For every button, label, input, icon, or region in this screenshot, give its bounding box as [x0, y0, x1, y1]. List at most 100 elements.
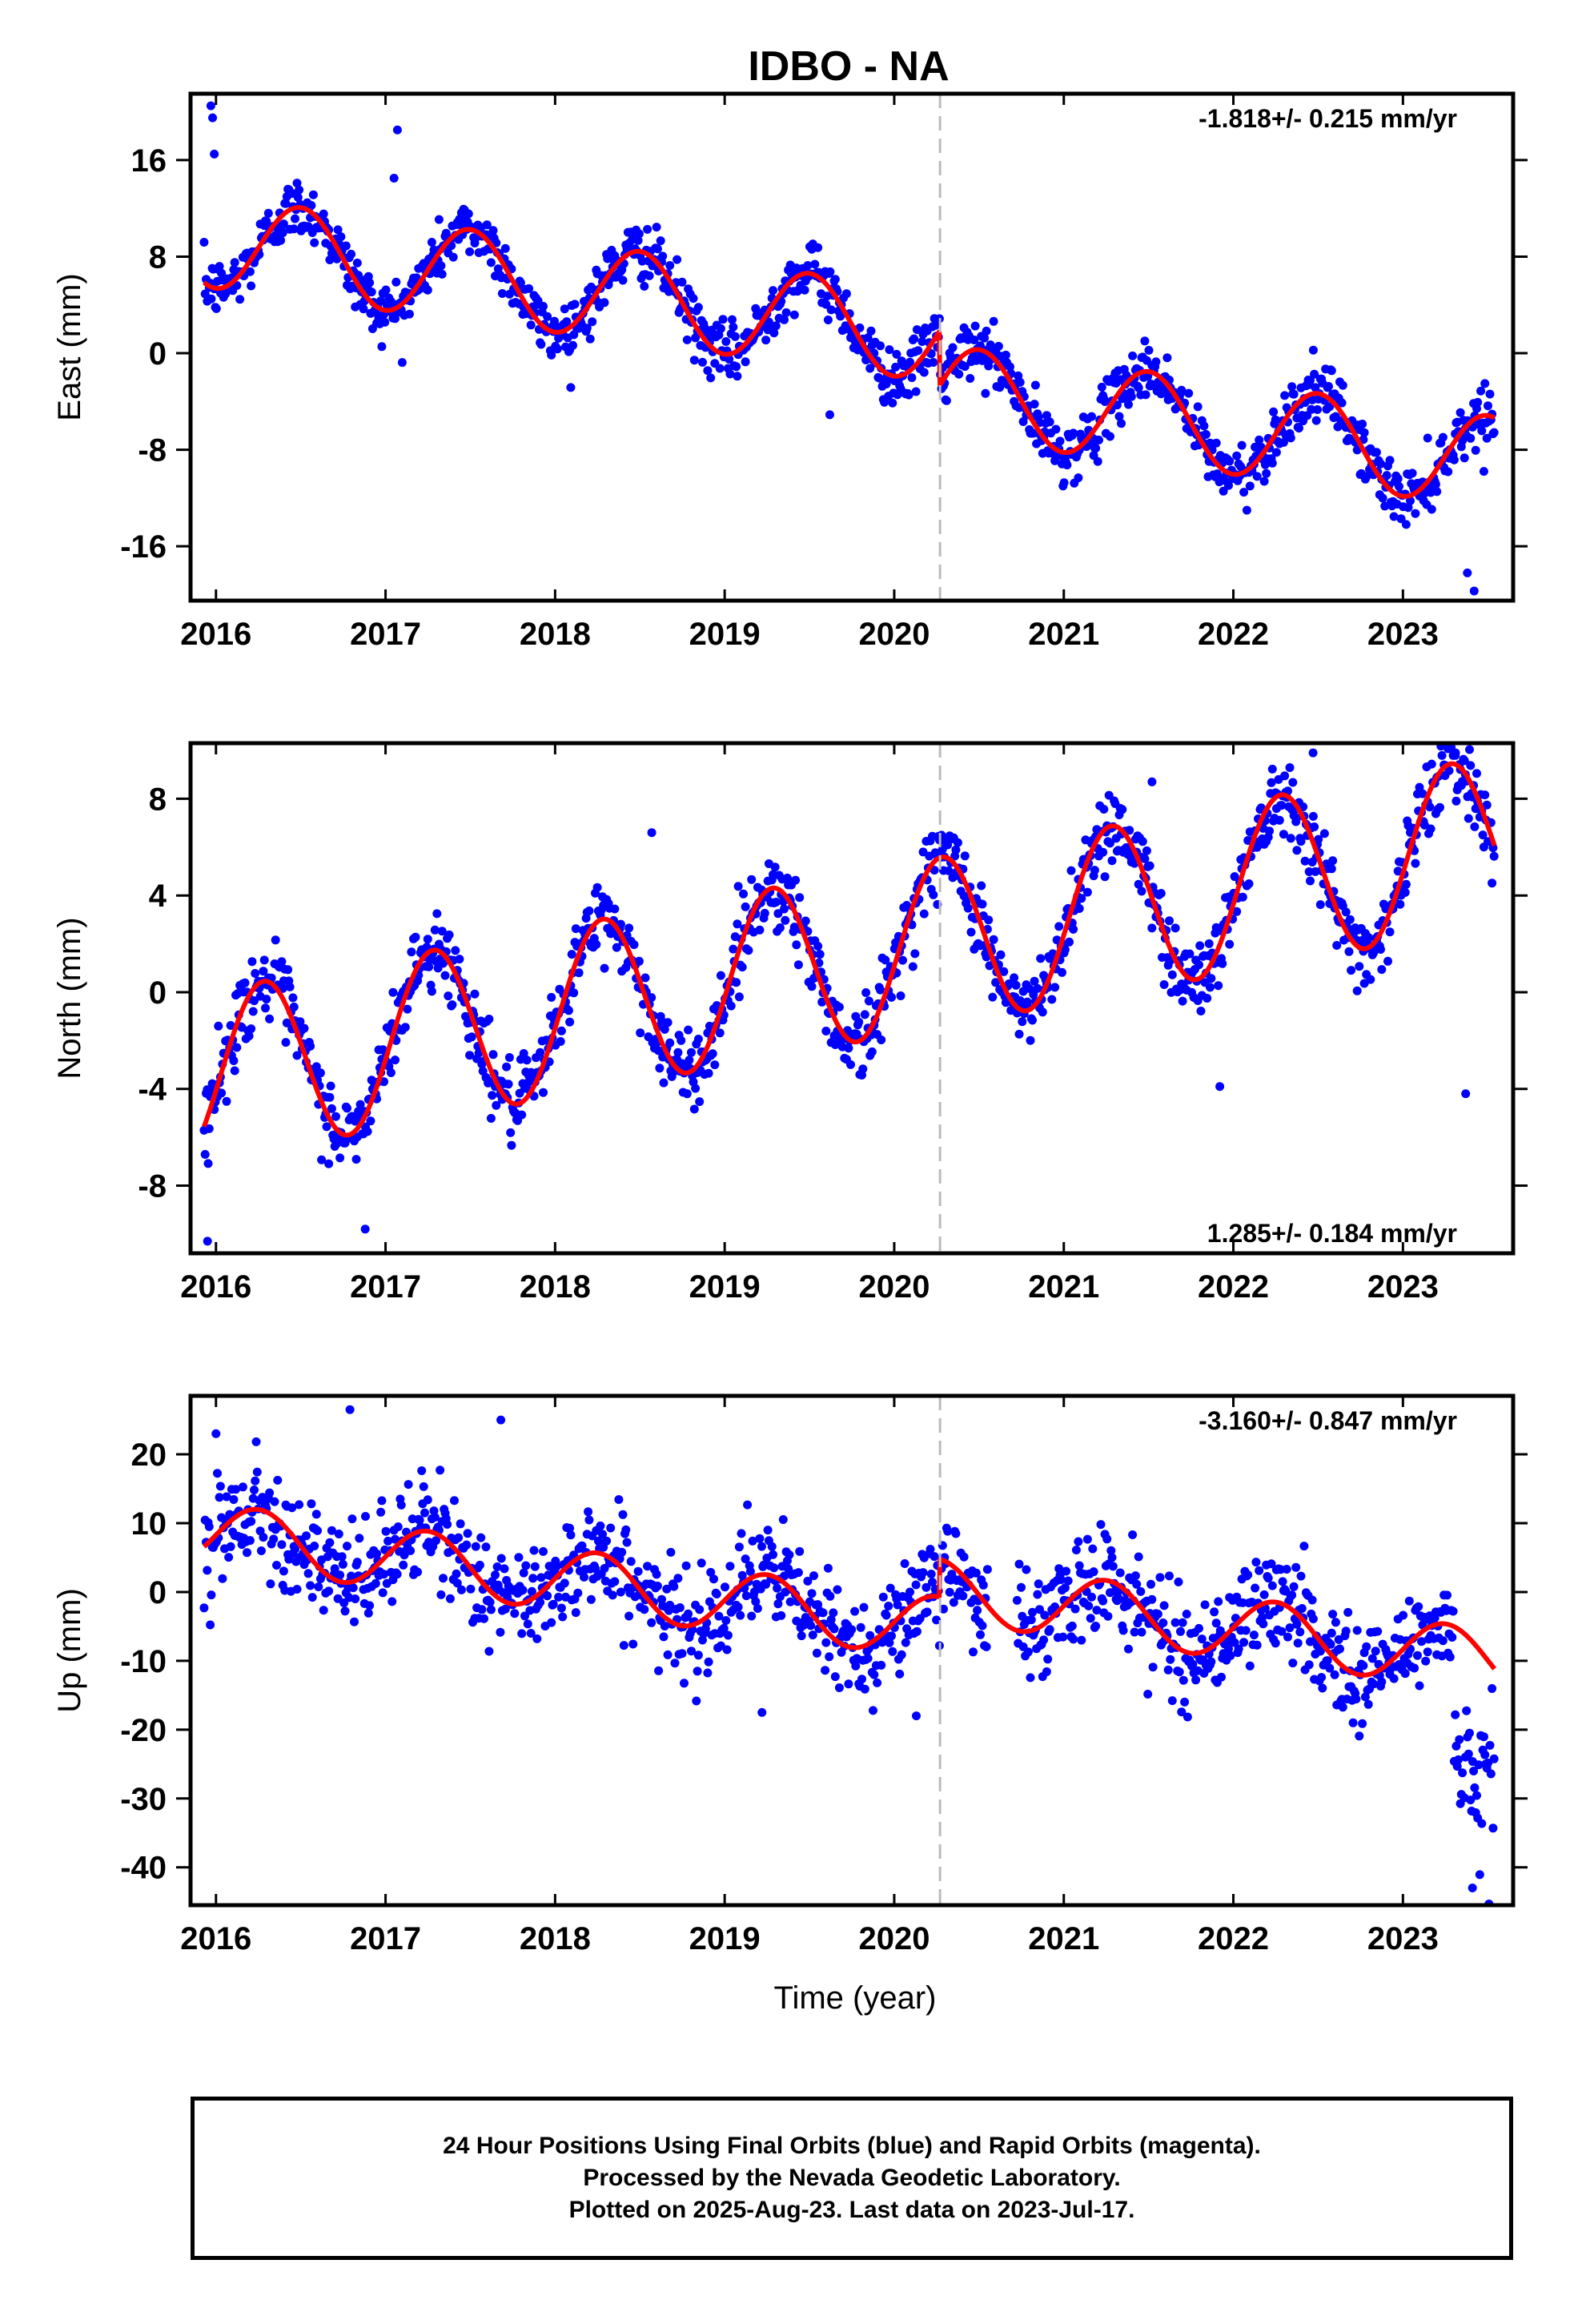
up-data-point — [757, 1707, 767, 1717]
up-data-point — [206, 1620, 215, 1630]
east-data-point — [423, 285, 432, 295]
north-data-point — [928, 831, 937, 841]
east-data-point — [486, 258, 496, 267]
up-data-point — [584, 1515, 594, 1525]
up-data-point — [747, 1611, 757, 1621]
east-data-point — [836, 312, 845, 321]
north-data-point — [1480, 790, 1490, 800]
east-data-point — [960, 362, 970, 372]
north-data-point — [1104, 790, 1114, 800]
up-data-point — [566, 1530, 576, 1540]
east-data-point — [954, 369, 964, 379]
x-tick-label: 2023 — [1367, 1921, 1439, 1956]
north-data-point — [1472, 769, 1481, 778]
north-data-point — [1050, 983, 1060, 992]
up-data-point — [1039, 1635, 1049, 1645]
north-data-point — [1267, 764, 1277, 774]
north-data-point — [1074, 904, 1084, 913]
north-data-point — [1332, 941, 1342, 950]
north-data-point — [689, 1104, 699, 1114]
up-data-point — [1289, 1582, 1299, 1591]
north-data-point — [1167, 970, 1177, 979]
north-data-point — [1215, 1082, 1225, 1092]
north-data-point — [214, 1021, 223, 1031]
up-data-point — [1335, 1644, 1344, 1654]
up-data-point — [1217, 1672, 1226, 1682]
x-tick-label: 2018 — [520, 1269, 591, 1305]
up-data-point — [982, 1565, 992, 1574]
east-data-point — [497, 289, 507, 298]
north-data-point — [1195, 960, 1203, 970]
east-data-point — [336, 232, 346, 242]
up-data-point — [450, 1496, 459, 1506]
up-data-point — [803, 1576, 813, 1586]
north-data-point — [444, 930, 454, 939]
up-data-point — [1293, 1638, 1303, 1648]
up-data-point — [1480, 1750, 1490, 1759]
north-data-point — [248, 1007, 258, 1016]
east-data-point — [689, 294, 698, 304]
up-data-point — [1287, 1590, 1297, 1600]
north-data-point — [1206, 983, 1215, 992]
up-data-point — [381, 1526, 391, 1536]
up-data-point — [1400, 1669, 1410, 1679]
east-data-point — [1378, 493, 1387, 503]
up-data-point — [520, 1611, 529, 1621]
up-data-point — [491, 1570, 500, 1580]
north-data-point — [444, 991, 453, 1001]
east-data-point — [703, 366, 713, 376]
up-data-point — [621, 1525, 631, 1534]
east-data-point — [771, 321, 781, 331]
x-tick-label: 2016 — [180, 1269, 251, 1305]
up-data-point — [693, 1651, 703, 1660]
east-data-point — [352, 258, 362, 267]
up-data-point — [314, 1582, 323, 1591]
north-data-point — [1300, 856, 1310, 866]
up-data-point — [706, 1567, 716, 1577]
up-data-point — [1475, 1870, 1484, 1880]
north-data-point — [737, 963, 747, 972]
up-data-point — [1488, 1823, 1498, 1833]
east-data-point — [293, 193, 303, 202]
north-data-point — [432, 909, 442, 919]
x-tick-label: 2019 — [689, 617, 761, 652]
north-data-point — [281, 1038, 291, 1047]
north-data-point — [665, 1038, 675, 1047]
up-data-point — [536, 1573, 546, 1582]
up-data-point — [978, 1580, 988, 1590]
up-data-point — [272, 1561, 281, 1570]
north-data-point — [1069, 924, 1078, 934]
east-data-point — [1438, 432, 1447, 442]
up-data-point — [485, 1598, 495, 1607]
up-data-point — [1148, 1663, 1158, 1672]
up-data-point — [476, 1533, 486, 1542]
north-data-point — [1196, 1007, 1206, 1015]
east-data-point — [365, 278, 375, 287]
up-data-point — [226, 1542, 235, 1551]
up-data-point — [519, 1568, 528, 1578]
north-data-point — [292, 1051, 302, 1060]
north-data-point — [1010, 973, 1019, 983]
north-data-point — [277, 957, 287, 967]
east-data-point — [876, 341, 885, 351]
east-data-point — [1029, 428, 1038, 438]
north-data-point — [1401, 879, 1411, 889]
east-data-point — [825, 267, 835, 276]
east-data-point — [1030, 380, 1040, 390]
north-data-point — [1310, 822, 1319, 831]
north-data-point — [1033, 983, 1042, 993]
up-data-point — [1485, 1740, 1495, 1750]
east-data-point — [733, 372, 742, 381]
north-data-point — [1138, 837, 1147, 846]
east-data-point — [1295, 424, 1303, 433]
north-data-point — [695, 1097, 705, 1107]
up-data-point — [378, 1588, 387, 1598]
up-data-point — [1077, 1635, 1086, 1645]
north-data-point — [1369, 948, 1379, 958]
north-data-point — [1265, 826, 1274, 836]
north-panel: 2016 2017 2018 2019 2020 2021 2022 2023840-4-8 … — [52, 741, 1528, 1305]
up-data-point — [930, 1552, 939, 1562]
east-data-point — [1126, 392, 1136, 401]
up-data-point — [684, 1609, 693, 1618]
up-data-point — [911, 1711, 921, 1721]
